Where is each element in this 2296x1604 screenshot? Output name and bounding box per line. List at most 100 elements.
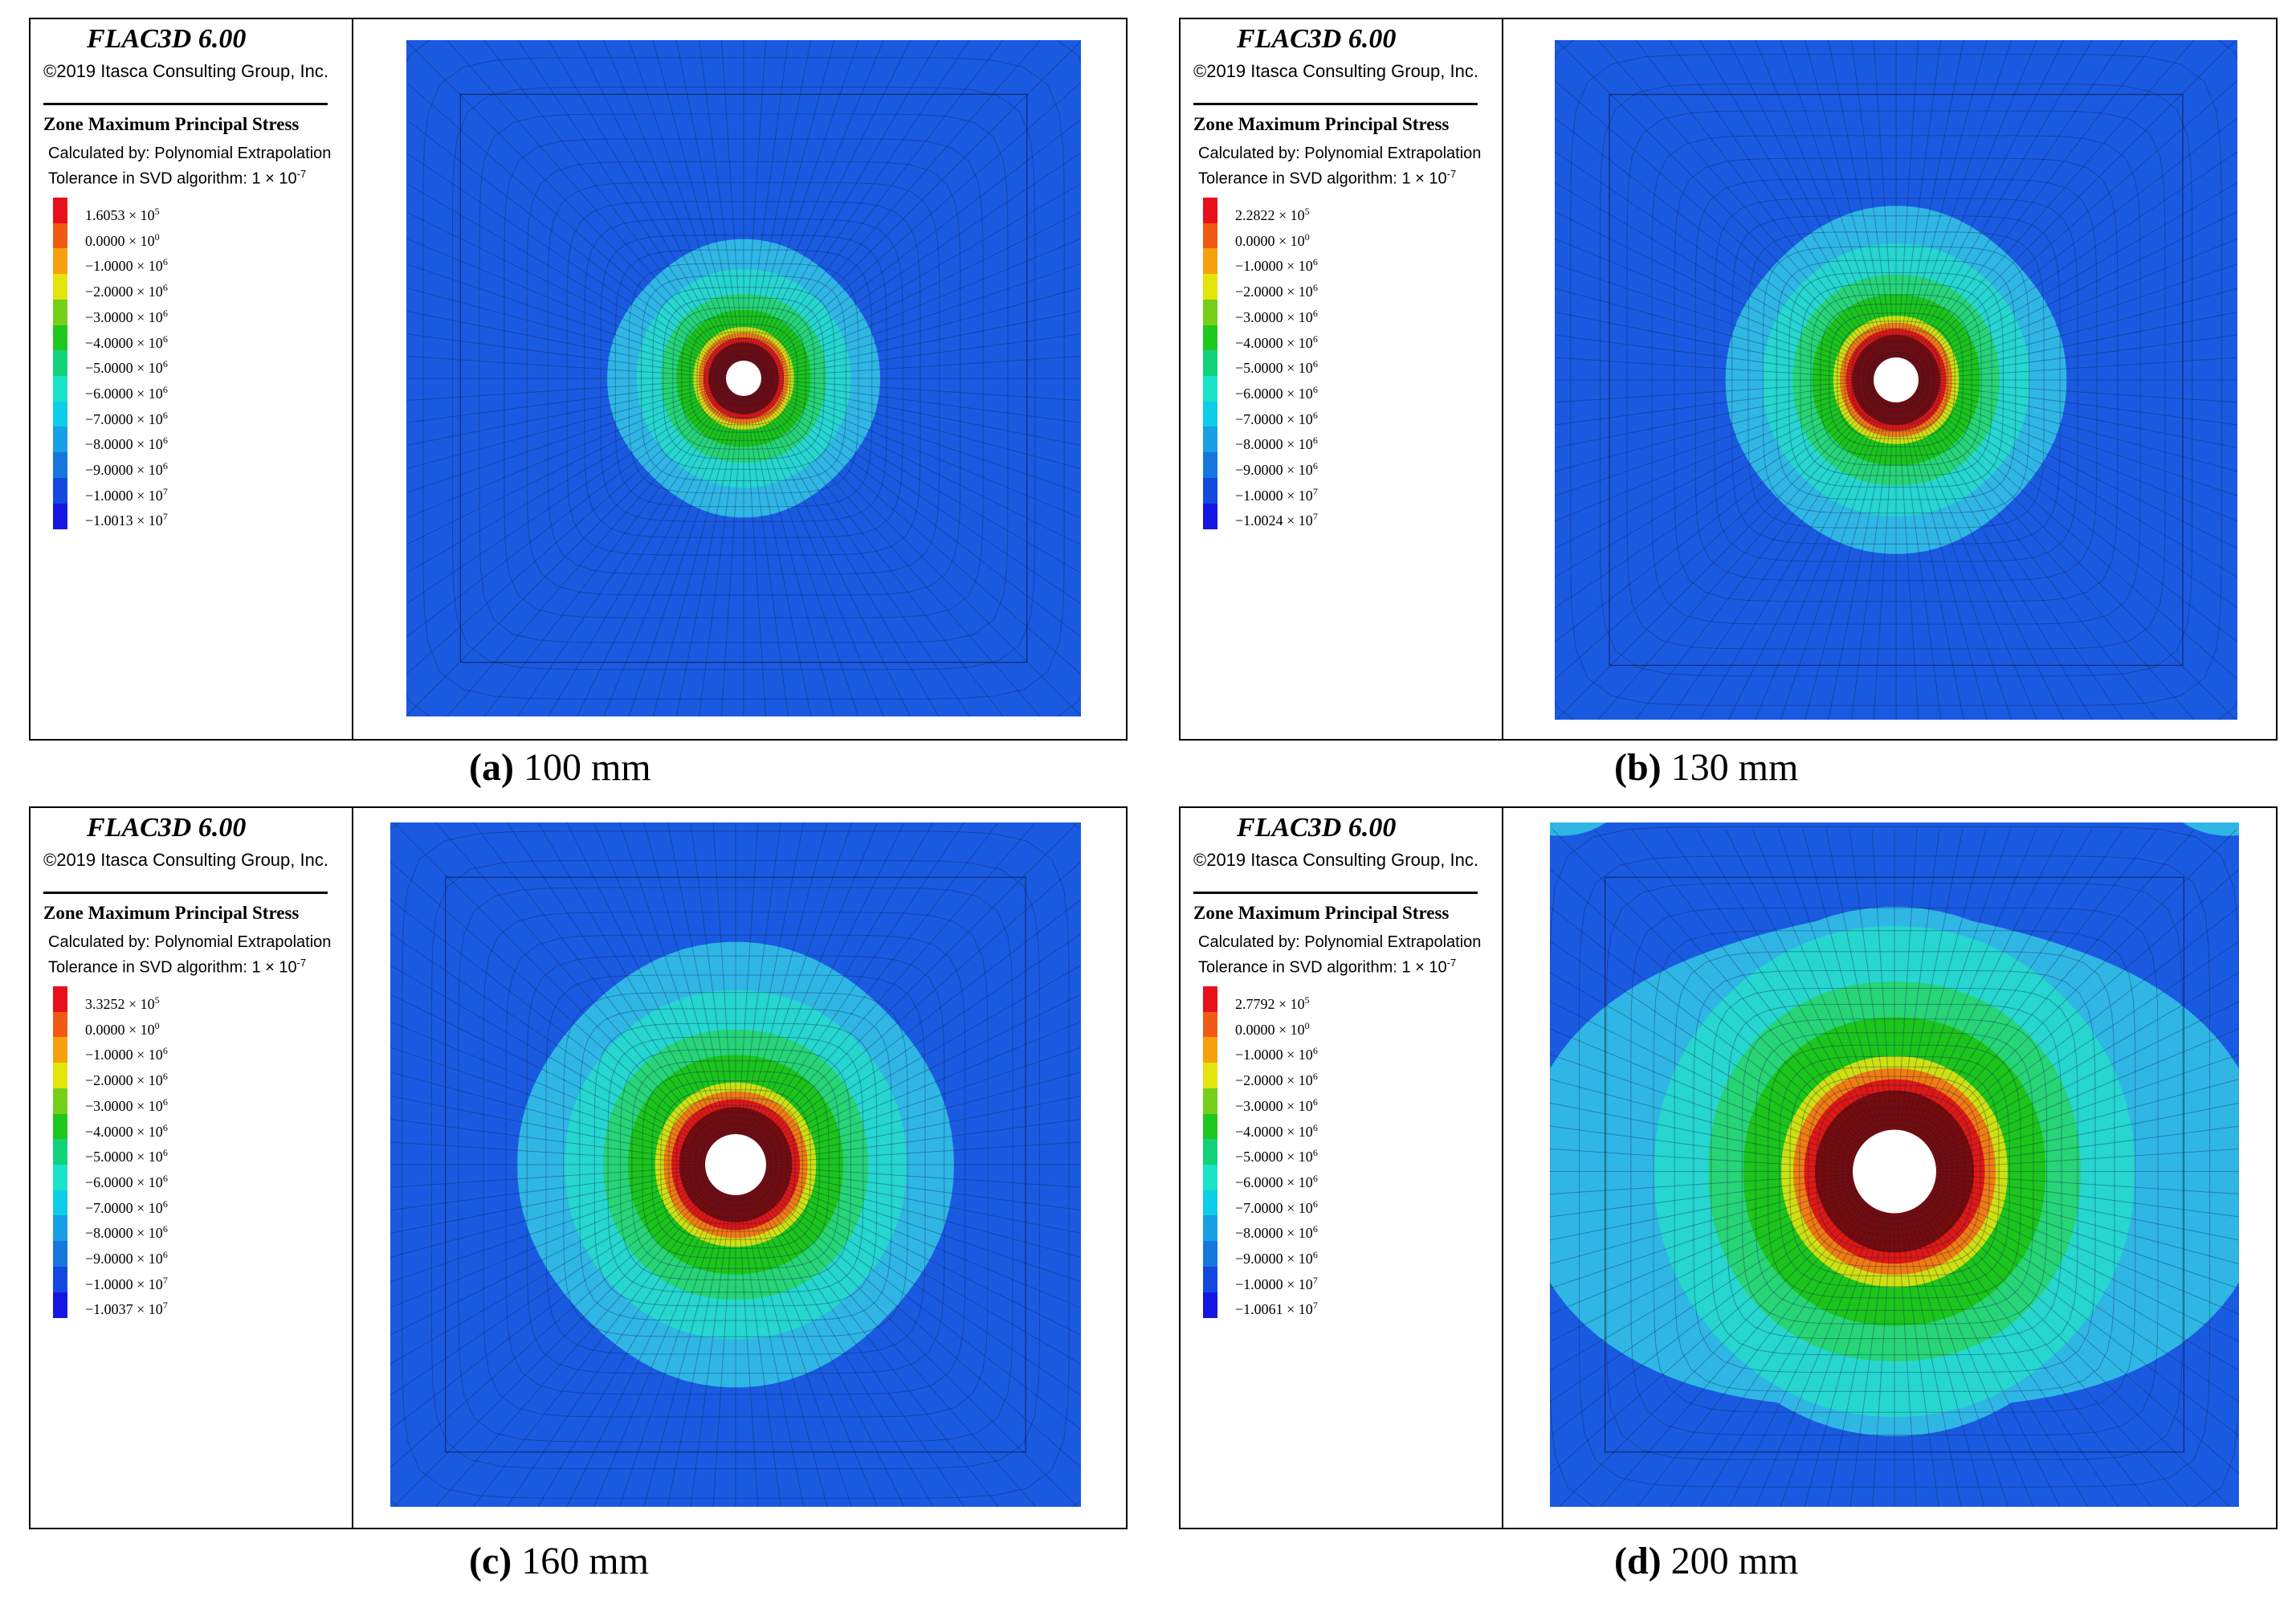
mesh-line <box>755 822 1036 1142</box>
divider <box>1193 103 1478 105</box>
mesh-line <box>1935 1176 2239 1218</box>
mesh-line <box>760 383 1081 494</box>
scale-swatch <box>53 1113 67 1141</box>
mesh-line <box>593 1022 878 1307</box>
mesh-line <box>1851 335 1941 425</box>
mesh-line <box>1555 263 1875 373</box>
scale-exp: 6 <box>162 256 168 268</box>
software-title: FLAC3D 6.00 <box>1237 813 1397 843</box>
mesh-line <box>753 1188 999 1507</box>
mesh-line <box>1550 1196 1862 1437</box>
mesh-line <box>1830 1107 1959 1236</box>
quantity-label: Zone Maximum Principal Stress <box>43 903 300 923</box>
scale-swatch <box>1203 222 1217 250</box>
mesh-line <box>1935 1102 2239 1164</box>
scale-swatch <box>53 1063 67 1089</box>
mesh-line <box>618 1193 727 1507</box>
stress-contour-plot <box>1555 40 2237 720</box>
min-exp: 7 <box>1312 511 1318 523</box>
mesh-line <box>1550 1001 1858 1153</box>
scale-label: −8.0000 × 106 <box>1235 1223 1318 1242</box>
scale-exp: 0 <box>1304 231 1310 243</box>
scale-label: 0.0000 × 100 <box>85 231 160 250</box>
mesh-line <box>1555 383 1874 449</box>
mesh-line <box>390 1047 708 1156</box>
scale-swatch <box>53 1241 67 1267</box>
mesh-line <box>761 380 1081 423</box>
mesh-line <box>1898 402 1942 720</box>
scale-swatch <box>53 350 67 377</box>
mesh-line <box>1550 1179 1854 1241</box>
mesh-line <box>1668 398 1884 720</box>
legend: FLAC3D 6.00 ©2019 Itasca Consulting Grou… <box>31 808 353 1528</box>
mesh-line <box>1823 1100 1966 1243</box>
mesh-line <box>712 1194 735 1507</box>
mesh-line <box>1827 1212 1887 1507</box>
mesh-line <box>643 822 728 1136</box>
mesh-line <box>1915 151 2237 368</box>
mesh-line <box>1597 396 1882 720</box>
mesh-line <box>1905 399 2065 720</box>
mesh-line <box>703 338 784 418</box>
mesh-line <box>1550 1054 1855 1159</box>
scale-swatch <box>53 1011 67 1039</box>
mesh-line <box>1919 1204 2152 1507</box>
max-exp: 5 <box>154 206 160 217</box>
min-value: 1.0013 <box>93 512 133 529</box>
borehole <box>1874 357 1919 402</box>
mesh-line <box>1550 1102 1854 1164</box>
mesh-line <box>600 235 887 522</box>
mesh-line <box>1925 1198 2239 1475</box>
scale-swatch <box>1203 1190 1217 1217</box>
mesh-line <box>1597 40 1882 364</box>
mesh-line <box>675 1104 796 1225</box>
scale-value: −4.0000 × 10 <box>1235 334 1313 351</box>
min-exp: 7 <box>162 1300 168 1312</box>
mesh-line <box>390 1168 706 1211</box>
scale-value: 0.0000 × 10 <box>85 1021 155 1038</box>
mesh-line <box>761 310 1081 376</box>
scale-exp: 6 <box>162 1147 168 1159</box>
quantity-label: Zone Maximum Principal Stress <box>1193 903 1450 923</box>
scale-label: −5.0000 × 106 <box>1235 358 1318 377</box>
mesh-line <box>1918 311 2237 377</box>
mesh-line <box>1897 402 1919 720</box>
mesh-line <box>537 822 721 1139</box>
mesh-line <box>756 1186 1079 1507</box>
scale-value: −8.0000 × 10 <box>1235 436 1313 453</box>
mesh-line <box>1605 876 2184 1453</box>
borehole <box>705 1134 766 1195</box>
mesh-line <box>743 1194 828 1507</box>
mesh-line <box>1912 80 2237 365</box>
mesh-line <box>1907 829 2012 1133</box>
mesh-line <box>1665 829 1872 1137</box>
mesh-line <box>1550 1028 1857 1157</box>
mesh-line <box>663 297 825 459</box>
tolerance: Tolerance in SVD algorithm: 1 × 10-7 <box>48 164 331 190</box>
quantity-label: Zone Maximum Principal Stress <box>1193 114 1450 134</box>
mesh-line <box>683 1112 789 1218</box>
scale-value: −4.0000 × 10 <box>85 1123 163 1140</box>
mesh-line <box>1917 288 2237 375</box>
mesh-line <box>1910 1210 2034 1507</box>
mesh-line <box>1550 972 1859 1151</box>
mesh-line <box>1904 829 1987 1132</box>
mesh-line <box>1555 390 1878 578</box>
mesh-line <box>504 138 984 618</box>
calculated-by: Calculated by: Polynomial Extrapolation <box>1198 145 1482 162</box>
mesh-line <box>760 238 1081 373</box>
mesh-line <box>1674 951 2115 1392</box>
mesh-line <box>1905 40 2065 361</box>
mesh-line <box>1558 1200 1866 1507</box>
mesh-line <box>762 994 1081 1152</box>
mesh-grid <box>1550 826 2239 1507</box>
scale-label: −9.0000 × 106 <box>85 1249 168 1267</box>
mesh-line <box>628 394 739 716</box>
mesh-line <box>1599 83 2193 677</box>
mesh-line <box>1550 826 2239 1507</box>
mesh-line <box>545 974 926 1355</box>
scale-exp: 6 <box>1312 1172 1318 1184</box>
scale-exp: 6 <box>1312 333 1318 345</box>
caption-text: 130 mm <box>1661 746 1799 789</box>
mesh-line <box>1918 383 2237 449</box>
